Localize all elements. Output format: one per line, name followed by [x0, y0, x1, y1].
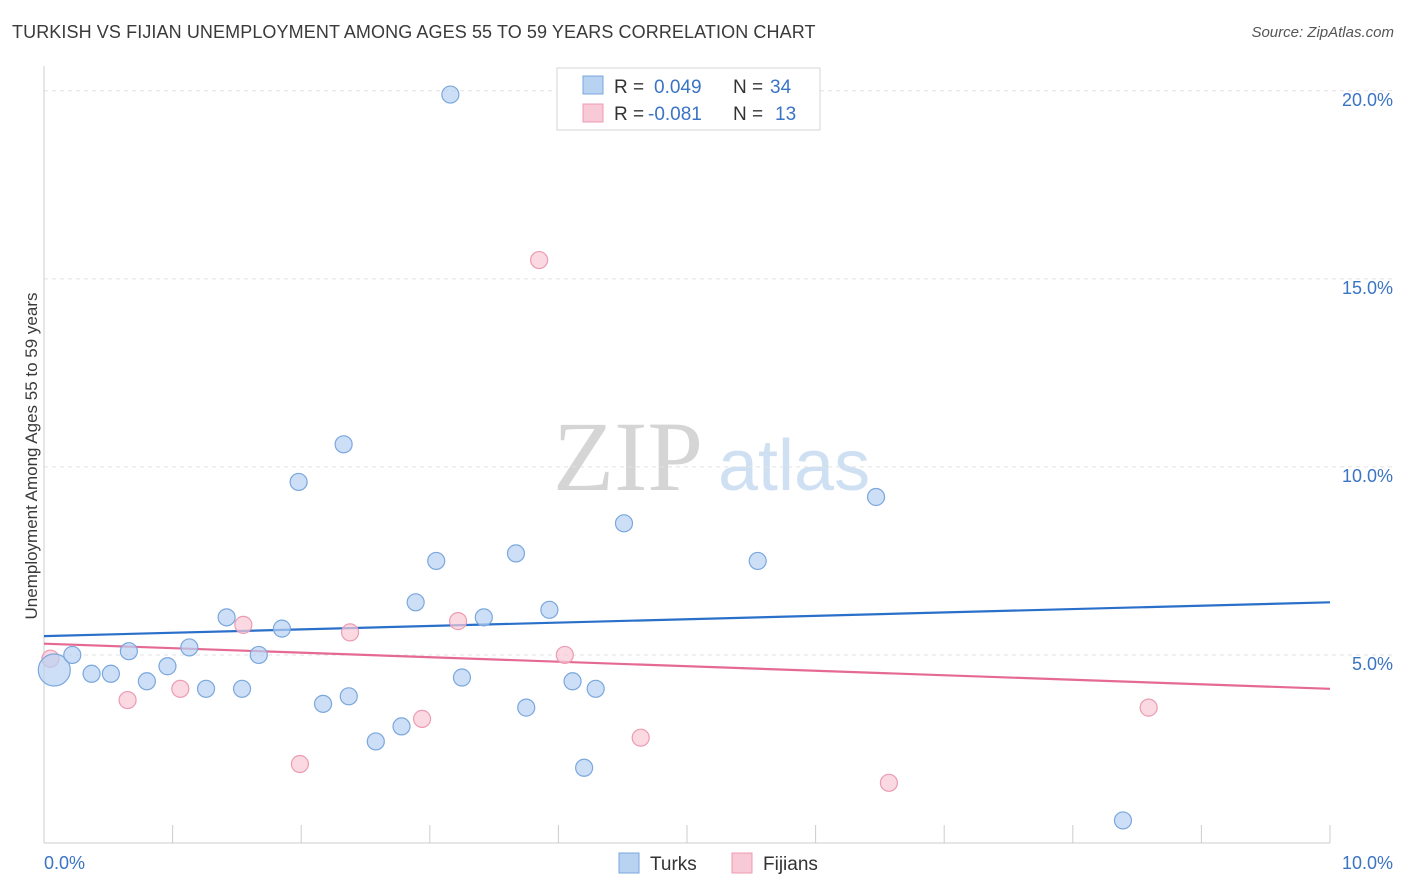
legend-r-value-fijians: -0.081 [648, 104, 702, 125]
point-turks-29 [586, 679, 605, 698]
watermark-atlas: atlas [718, 426, 870, 506]
point-turks-5 [137, 672, 156, 691]
point-turks-19 [406, 593, 425, 612]
point-turks-0 [37, 653, 71, 687]
point-fijians-6 [412, 709, 432, 728]
point-turks-27 [563, 672, 582, 691]
y-tick-label-0: 5.0% [1352, 654, 1393, 674]
point-turks-20 [427, 551, 446, 571]
axes [43, 66, 1331, 844]
data-points [37, 85, 1158, 830]
source-note: Source: ZipAtlas.com [1251, 24, 1394, 41]
point-turks-28 [575, 758, 594, 777]
point-turks-14 [313, 694, 333, 713]
point-fijians-5 [340, 623, 360, 642]
point-fijians-8 [530, 250, 549, 270]
point-turks-13 [289, 472, 308, 492]
point-turks-3 [101, 664, 120, 683]
y-axis-label: Unemployment Among Ages 55 to 59 years [22, 293, 41, 620]
chart-title: TURKISH VS FIJIAN UNEMPLOYMENT AMONG AGE… [12, 22, 816, 42]
point-turks-7 [180, 638, 199, 657]
point-turks-23 [474, 608, 493, 627]
point-fijians-2 [171, 679, 190, 698]
point-fijians-4 [290, 754, 310, 774]
point-fijians-11 [879, 773, 899, 792]
legend-r-value-turks: 0.049 [654, 77, 702, 98]
point-turks-6 [158, 657, 177, 676]
legend-n-value-turks: 34 [770, 77, 792, 98]
watermark-zip: ZIP [553, 401, 703, 512]
point-turks-17 [366, 732, 385, 751]
point-turks-25 [517, 698, 536, 717]
legend-swatch-turks [582, 75, 604, 95]
point-turks-18 [392, 717, 411, 736]
legend-r-label-fijians: R = [614, 104, 644, 125]
point-turks-16 [339, 687, 358, 706]
bottom-legend: Turks Fijians [618, 852, 818, 875]
point-fijians-1 [118, 690, 137, 710]
point-turks-30 [614, 514, 634, 533]
grid-lines [44, 90, 1393, 656]
point-turks-10 [232, 679, 252, 698]
x-tick-label-min: 0.0% [44, 853, 85, 873]
point-fijians-7 [448, 612, 468, 631]
legend-n-label-turks: N = [733, 77, 763, 98]
point-turks-4 [119, 642, 138, 661]
point-turks-12 [272, 619, 292, 638]
bottom-legend-turks: Turks [650, 854, 697, 875]
legend: R = 0.049 N = 34 R = -0.081 N = 13 [556, 67, 821, 131]
y-tick-label-3: 20.0% [1342, 90, 1393, 110]
point-turks-32 [866, 487, 886, 507]
point-turks-21 [441, 85, 460, 104]
legend-swatch-fijians [582, 103, 604, 123]
point-fijians-10 [631, 728, 650, 747]
point-turks-24 [506, 544, 526, 563]
point-fijians-12 [1139, 698, 1158, 717]
legend-n-label-fijians: N = [733, 104, 763, 125]
point-turks-22 [452, 668, 472, 687]
legend-n-value-fijians: 13 [775, 104, 796, 125]
point-turks-8 [196, 679, 216, 698]
point-turks-26 [540, 600, 559, 619]
point-fijians-3 [234, 615, 253, 634]
trend-lines [43, 601, 1331, 690]
point-turks-15 [334, 435, 353, 454]
y-tick-label-2: 15.0% [1342, 278, 1393, 298]
point-fijians-9 [555, 645, 574, 665]
trend-line-turks [43, 601, 1331, 638]
bottom-legend-swatch-turks [618, 852, 640, 874]
legend-r-label-turks: R = [614, 77, 644, 98]
bottom-legend-fijians: Fijians [763, 854, 818, 875]
point-turks-2 [82, 664, 101, 683]
point-turks-31 [748, 551, 767, 571]
point-turks-1 [63, 645, 82, 665]
y-tick-label-1: 10.0% [1342, 466, 1393, 486]
point-turks-11 [249, 645, 268, 665]
tick-labels: 0.0% 10.0% 5.0% 10.0% 15.0% 20.0% [44, 90, 1393, 873]
point-turks-33 [1113, 811, 1133, 830]
x-tick-label-max: 10.0% [1342, 853, 1393, 873]
point-turks-9 [217, 608, 236, 627]
bottom-legend-swatch-fijians [731, 852, 753, 874]
watermark: ZIP atlas [553, 401, 870, 512]
